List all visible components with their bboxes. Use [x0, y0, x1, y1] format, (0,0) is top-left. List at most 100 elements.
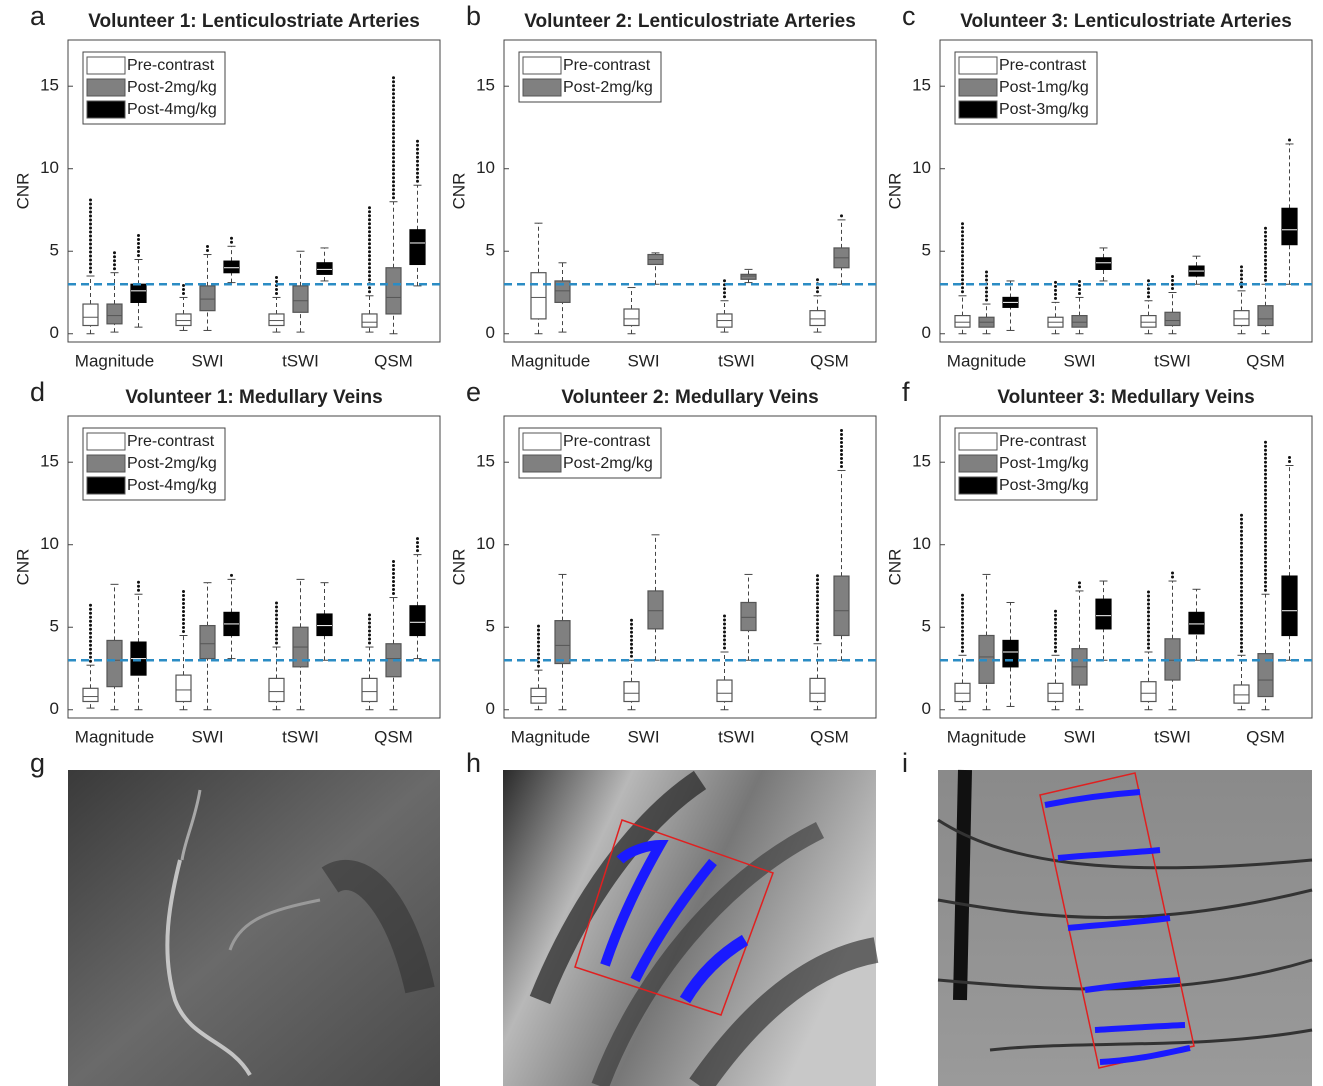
panel-letter: b	[466, 1, 481, 31]
box	[106, 639, 123, 688]
panel-letter: f	[902, 377, 910, 407]
box	[623, 308, 640, 327]
chart-title: Volunteer 1: Lenticulostriate Arteries	[88, 11, 420, 32]
box	[292, 285, 309, 313]
panel-letter: g	[30, 748, 45, 778]
panel-letter: a	[30, 1, 46, 31]
legend-swatch	[86, 100, 126, 119]
chart-title: Volunteer 3: Medullary Veins	[997, 387, 1254, 408]
y-tick-label: 10	[476, 534, 495, 553]
legend-label: Pre-contrast	[999, 57, 1087, 74]
box	[1257, 653, 1274, 698]
box	[740, 273, 757, 280]
legend-swatch	[86, 432, 126, 451]
box	[82, 687, 99, 703]
box	[1164, 311, 1181, 327]
legend-label: Post-1mg/kg	[999, 455, 1089, 472]
y-tick-label: 0	[50, 699, 59, 718]
box	[530, 687, 547, 704]
y-tick-label: 10	[912, 534, 931, 553]
y-axis-label: CNR	[885, 549, 904, 586]
image-histology	[937, 769, 1313, 1086]
y-tick-label: 5	[50, 617, 59, 636]
legend-label: Post-4mg/kg	[127, 477, 217, 494]
box	[1095, 598, 1112, 630]
box	[268, 313, 285, 327]
x-tick-label: Magnitude	[947, 351, 1026, 370]
chart-title: Volunteer 3: Lenticulostriate Arteries	[960, 11, 1292, 32]
box	[554, 280, 571, 303]
y-tick-label: 5	[486, 617, 495, 636]
legend-swatch	[958, 56, 998, 75]
legend-label: Post-2mg/kg	[127, 455, 217, 472]
chart-title: Volunteer 2: Medullary Veins	[561, 387, 818, 408]
box	[716, 679, 733, 703]
box	[623, 681, 640, 703]
box	[268, 677, 285, 703]
box	[1257, 305, 1274, 327]
box	[1188, 611, 1205, 635]
y-axis-label: CNR	[13, 173, 32, 210]
legend-label: Post-4mg/kg	[127, 101, 217, 118]
x-tick-label: Magnitude	[511, 727, 590, 746]
box	[1071, 314, 1088, 328]
box	[809, 310, 826, 327]
x-tick-label: SWI	[191, 351, 223, 370]
x-tick-label: tSWI	[282, 351, 319, 370]
x-tick-label: SWI	[1063, 727, 1095, 746]
box	[833, 575, 850, 637]
box	[130, 283, 147, 303]
box	[199, 285, 216, 312]
x-tick-label: tSWI	[1154, 727, 1191, 746]
chart-title: Volunteer 1: Medullary Veins	[125, 387, 382, 408]
box	[82, 303, 99, 327]
box	[1140, 314, 1157, 328]
y-tick-label: 15	[476, 452, 495, 471]
y-tick-label: 0	[486, 699, 495, 718]
legend-label: Post-1mg/kg	[999, 79, 1089, 96]
legend-label: Post-2mg/kg	[563, 79, 653, 96]
box	[175, 674, 192, 703]
legend-swatch	[958, 476, 998, 495]
legend-swatch	[86, 56, 126, 75]
legend-label: Post-2mg/kg	[563, 455, 653, 472]
y-axis-label: CNR	[885, 173, 904, 210]
x-tick-label: SWI	[191, 727, 223, 746]
panel-letter: h	[466, 748, 481, 778]
y-axis-label: CNR	[13, 549, 32, 586]
y-tick-label: 0	[922, 699, 931, 718]
legend-label: Pre-contrast	[127, 57, 215, 74]
panel-letter: c	[902, 1, 916, 31]
box	[316, 262, 333, 275]
box	[554, 620, 571, 665]
box	[316, 613, 333, 637]
legend-swatch	[86, 476, 126, 495]
legend-label: Pre-contrast	[127, 433, 215, 450]
legend-swatch	[958, 78, 998, 97]
x-tick-label: QSM	[374, 351, 413, 370]
box	[223, 260, 240, 274]
y-tick-label: 15	[912, 76, 931, 95]
x-tick-label: QSM	[810, 351, 849, 370]
y-tick-label: 15	[912, 452, 931, 471]
box	[1281, 575, 1298, 637]
y-tick-label: 10	[40, 158, 59, 177]
legend-swatch	[522, 454, 562, 473]
box	[530, 272, 547, 320]
y-tick-label: 0	[922, 323, 931, 342]
x-tick-label: QSM	[810, 727, 849, 746]
x-tick-label: Magnitude	[75, 351, 154, 370]
panel-letter: d	[30, 377, 45, 407]
box	[1281, 207, 1298, 246]
box	[106, 303, 123, 325]
box	[1002, 639, 1019, 668]
legend-label: Post-3mg/kg	[999, 477, 1089, 494]
y-tick-label: 0	[486, 323, 495, 342]
image-swi-veins	[503, 770, 879, 1086]
box	[1233, 684, 1250, 704]
box	[809, 677, 826, 703]
x-tick-label: QSM	[374, 727, 413, 746]
legend-swatch	[522, 78, 562, 97]
legend-swatch	[522, 56, 562, 75]
